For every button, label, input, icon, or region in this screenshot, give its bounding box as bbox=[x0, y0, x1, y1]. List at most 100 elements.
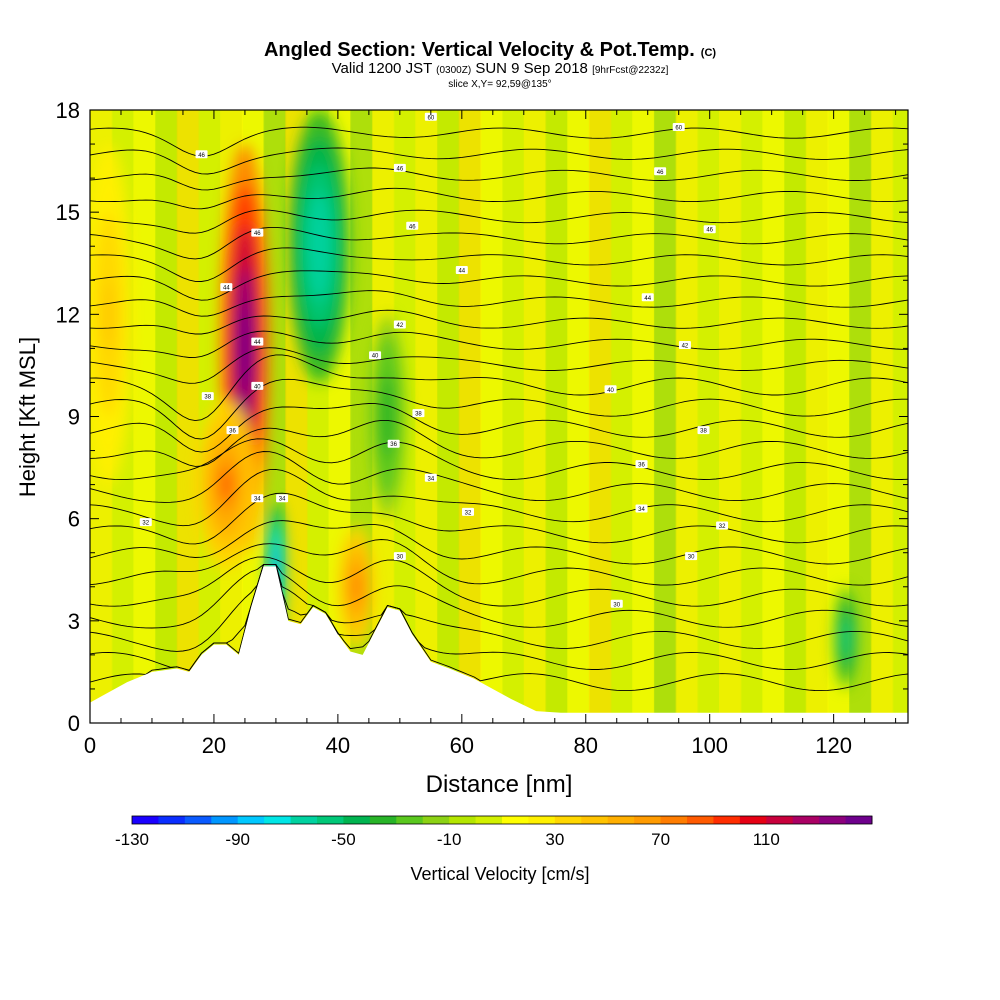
colorbar-swatch bbox=[317, 816, 344, 824]
velocity-band bbox=[545, 110, 569, 723]
x-tick-label: 0 bbox=[84, 733, 96, 758]
theta-label: 38 bbox=[415, 412, 422, 418]
y-tick-label: 9 bbox=[68, 405, 80, 430]
velocity-feature-ring bbox=[313, 218, 326, 274]
colorbar-swatch bbox=[449, 816, 477, 824]
velocity-feature-ring bbox=[843, 627, 849, 649]
x-tick-label: 100 bbox=[691, 733, 728, 758]
theta-label-bg bbox=[393, 163, 406, 172]
colorbar-swatch bbox=[607, 816, 635, 824]
theta-label-bg bbox=[424, 473, 437, 482]
colorbar-swatch bbox=[290, 816, 318, 824]
theta-label: 42 bbox=[397, 323, 404, 329]
velocity-band bbox=[458, 110, 482, 723]
theta-label-bg bbox=[635, 504, 648, 513]
theta-contour-line bbox=[90, 290, 908, 317]
colorbar-swatch bbox=[792, 816, 820, 824]
y-axis-label: Height [Kft MSL] bbox=[15, 337, 40, 497]
x-tick-label: 60 bbox=[450, 733, 474, 758]
theta-label: 46 bbox=[198, 153, 205, 159]
y-tick-label: 12 bbox=[56, 302, 80, 327]
colorbar-swatch bbox=[211, 816, 239, 824]
theta-contour-line bbox=[90, 438, 908, 481]
theta-label: 60 bbox=[675, 126, 682, 132]
theta-label-bg bbox=[195, 150, 208, 159]
theta-label: 44 bbox=[254, 340, 261, 346]
chart-valid-time: Valid 1200 JST (0300Z) SUN 9 Sep 2018 [9… bbox=[332, 60, 669, 77]
velocity-band bbox=[870, 110, 894, 723]
velocity-feature bbox=[288, 110, 351, 383]
colorbar-swatch bbox=[528, 816, 556, 824]
colorbar-swatch bbox=[369, 816, 397, 824]
colorbar-swatch bbox=[634, 816, 662, 824]
colorbar-swatch bbox=[554, 816, 582, 824]
y-tick-label: 0 bbox=[68, 711, 80, 736]
theta-label-bg bbox=[387, 439, 400, 448]
colorbar-tick-label: 110 bbox=[753, 830, 780, 849]
x-tick-label: 20 bbox=[202, 733, 226, 758]
colorbar-swatch bbox=[475, 816, 503, 824]
theta-label: 32 bbox=[142, 521, 149, 527]
velocity-band bbox=[762, 110, 786, 723]
colorbar-tick-labels: -130 -90 -50 -10 30 70 110 bbox=[115, 830, 780, 849]
colorbar-swatch bbox=[766, 816, 794, 824]
colorbar-swatch bbox=[687, 816, 714, 824]
theta-contour-line bbox=[90, 378, 908, 440]
velocity-feature-ring bbox=[352, 574, 361, 600]
x-tick-labels: 0 20 40 60 80 100 120 bbox=[84, 733, 852, 758]
colorbar-swatch bbox=[819, 816, 847, 824]
theta-contour-line bbox=[90, 247, 908, 282]
theta-label-bg bbox=[226, 426, 239, 435]
velocity-band bbox=[155, 110, 178, 723]
theta-label-bg bbox=[703, 225, 716, 234]
theta-label: 34 bbox=[254, 497, 261, 503]
theta-contour-line bbox=[90, 354, 908, 422]
velocity-feature-ring bbox=[103, 280, 114, 349]
theta-label: 30 bbox=[397, 555, 404, 561]
velocity-feature bbox=[195, 399, 258, 570]
velocity-band bbox=[480, 110, 504, 723]
theta-label-bg bbox=[251, 494, 264, 503]
theta-label-bg bbox=[201, 392, 214, 401]
theta-label: 46 bbox=[657, 170, 664, 176]
colorbar-tick-label: -10 bbox=[437, 830, 462, 849]
theta-contour-line bbox=[90, 309, 908, 335]
theta-label: 44 bbox=[644, 296, 651, 302]
plot-area: 60 60 46 46 46 46 46 46 44 44 44 44 42 42 40 40 38 40 38 36… bbox=[90, 110, 908, 723]
velocity-band bbox=[437, 110, 460, 723]
velocity-band bbox=[784, 110, 807, 723]
theta-label-bg bbox=[139, 518, 152, 527]
velocity-feature bbox=[833, 586, 859, 689]
theta-label-bg bbox=[716, 521, 729, 530]
theta-label: 34 bbox=[279, 497, 286, 503]
colorbar-tick-label: -130 bbox=[115, 830, 149, 849]
theta-label: 40 bbox=[372, 354, 379, 360]
y-tick-label: 18 bbox=[56, 98, 80, 123]
theta-label-bg bbox=[251, 228, 264, 237]
theta-label: 32 bbox=[465, 510, 472, 516]
theta-label-bg bbox=[635, 460, 648, 469]
velocity-band bbox=[415, 110, 439, 723]
theta-contour-line bbox=[90, 167, 908, 191]
colorbar-swatch bbox=[132, 816, 159, 824]
velocity-band bbox=[133, 110, 157, 723]
theta-label-bg bbox=[685, 552, 698, 561]
theta-label-bg bbox=[462, 507, 475, 516]
theta-contour-line bbox=[90, 539, 908, 586]
colorbar-swatch bbox=[264, 816, 292, 824]
colorbar-swatch bbox=[739, 816, 767, 824]
theta-label-bg bbox=[610, 599, 623, 608]
colorbar-swatch bbox=[713, 816, 741, 824]
theta-contour-labels: 60 60 46 46 46 46 46 46 44 44 44 44 42 42 40 40 38 40 38 36… bbox=[139, 112, 729, 608]
theta-label-bg bbox=[604, 385, 617, 394]
theta-contour-line bbox=[90, 330, 908, 358]
velocity-band bbox=[740, 110, 764, 723]
x-tick-label: 120 bbox=[815, 733, 852, 758]
colorbar-swatch bbox=[184, 816, 212, 824]
theta-label: 34 bbox=[427, 476, 434, 482]
theta-label: 40 bbox=[607, 388, 614, 394]
velocity-band bbox=[675, 110, 699, 723]
theta-label-bg bbox=[276, 494, 289, 503]
y-tick-labels: 0 3 6 9 12 15 18 bbox=[56, 98, 80, 736]
